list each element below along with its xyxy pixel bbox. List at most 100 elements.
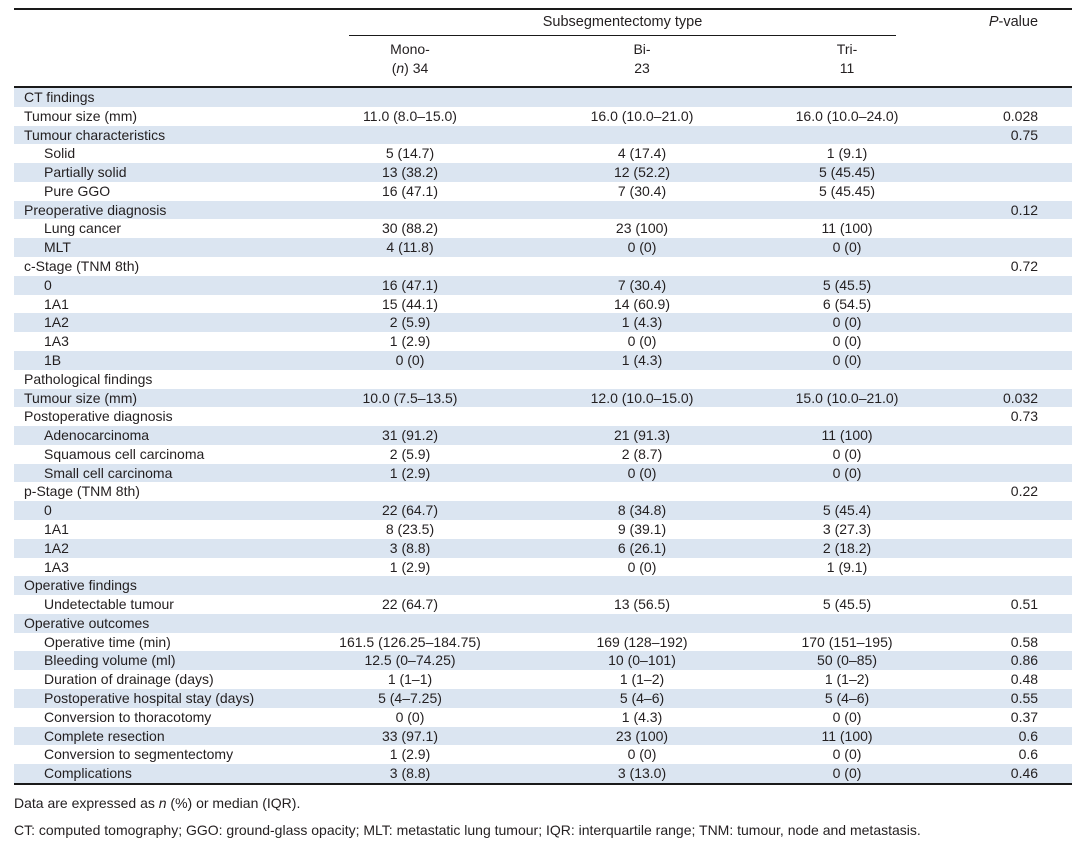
cell-bi: 3 (13.0) (617, 765, 667, 782)
cell-tri: 0 (0) (832, 239, 862, 256)
cell-pvalue: 0.75 (1010, 126, 1039, 143)
col-header-bi: Bi- 23 (516, 36, 768, 88)
cell-mono: 0 (0) (395, 708, 425, 725)
footnote-abbreviations: CT: computed tomography; GGO: ground-gla… (14, 821, 921, 838)
cell-tri: 0 (0) (832, 746, 862, 763)
cell-bi: 23 (100) (615, 727, 669, 744)
cell-bi: 6 (26.1) (617, 539, 667, 556)
table-row: Tumour size (mm) 10.0 (7.5–13.5) 12.0 (10.… (14, 388, 1073, 408)
row-label: Tumour size (mm) (24, 107, 138, 124)
table-row: Preoperative diagnosis 0.12 (14, 200, 1073, 220)
cell-pvalue (926, 558, 1072, 577)
cell-pvalue: 0.73 (1010, 408, 1039, 425)
cell-tri (768, 407, 926, 426)
cell-mono: 1 (1–1) (387, 671, 433, 688)
row-label: Complete resection (44, 727, 165, 744)
table-row: Duration of drainage (days) 1 (1–1) 1 (1–2… (14, 670, 1072, 689)
footnote-data-expression: Data are expressed as n (%) or median (I… (14, 794, 301, 811)
row-label: p-Stage (TNM 8th) (24, 483, 140, 500)
cell-pvalue: 0.22 (1010, 483, 1039, 500)
cell-mono (304, 126, 516, 145)
cell-tri: 0 (0) (832, 333, 862, 350)
table-row: Conversion to segmentectomy 1 (2.9) 0 (0) 0… (14, 745, 1072, 764)
cell-mono (304, 87, 516, 107)
p-value-header-italic: P (988, 14, 999, 30)
cell-tri: 5 (45.5) (822, 596, 872, 613)
cell-pvalue (926, 351, 1072, 370)
cell-mono: 1 (2.9) (389, 746, 431, 763)
cell-mono: 3 (8.8) (389, 765, 431, 782)
cell-mono (304, 407, 516, 426)
cell-pvalue (926, 87, 1072, 107)
table-row: Undetectable tumour 22 (64.7) 13 (56.5) 5 (… (14, 595, 1072, 614)
cell-pvalue (926, 520, 1072, 539)
cell-tri: 2 (18.2) (822, 539, 872, 556)
table-row: MLT 4 (11.8) 0 (0) 0 (0) (14, 238, 1073, 258)
cell-bi (516, 126, 768, 145)
cell-tri (768, 126, 926, 145)
cell-mono: 13 (38.2) (381, 164, 439, 181)
cell-pvalue (926, 313, 1072, 332)
cell-bi: 0 (0) (627, 333, 657, 350)
cell-bi: 1 (4.3) (621, 708, 663, 725)
header-spacer (926, 36, 1073, 88)
table-header: Subsegmentectomy type P-value Mono- (n) … (14, 9, 1073, 88)
row-label: Pure GGO (44, 182, 111, 199)
row-label: Pathological findings (24, 370, 153, 387)
table-row: 0 16 (47.1) 7 (30.4) 5 (45.5) (14, 275, 1073, 295)
cell-mono: 8 (23.5) (385, 520, 435, 537)
row-label: 1A2 (44, 539, 69, 556)
cell-mono: 0 (0) (395, 351, 425, 368)
cell-pvalue: 0.028 (1002, 107, 1039, 124)
table-row: Small cell carcinoma 1 (2.9) 0 (0) 0 (0) (14, 463, 1073, 483)
clinical-comparison-table: Subsegmentectomy type P-value Mono- (n) … (14, 8, 1073, 785)
row-label: Complications (44, 765, 132, 782)
table-row: 0 22 (64.7) 8 (34.8) 5 (45.4) (14, 501, 1073, 520)
cell-pvalue (926, 332, 1072, 351)
cell-pvalue: 0.6 (1018, 746, 1039, 763)
cell-mono: 31 (91.2) (381, 427, 439, 444)
cell-pvalue (926, 539, 1072, 558)
cell-mono (304, 482, 516, 501)
cell-tri (768, 576, 926, 595)
cell-tri (768, 201, 926, 220)
cell-pvalue: 0.6 (1018, 727, 1039, 744)
group-header-row: Subsegmentectomy type P-value (14, 9, 1072, 36)
row-label: 1A1 (44, 520, 69, 537)
cell-mono: 1 (2.9) (389, 558, 431, 575)
table-row: Operative time (min) 161.5 (126.25–184.75… (14, 633, 1072, 652)
cell-mono: 15 (44.1) (381, 295, 439, 312)
row-label: Tumour characteristics (24, 126, 166, 143)
row-label: Partially solid (44, 164, 127, 181)
cell-tri: 0 (0) (832, 765, 862, 782)
cell-tri (768, 614, 926, 633)
cell-bi: 2 (8.7) (621, 445, 663, 462)
row-label: CT findings (24, 89, 95, 105)
cell-mono: 4 (11.8) (386, 239, 434, 256)
row-label: c-Stage (TNM 8th) (24, 258, 140, 275)
cell-pvalue (926, 144, 1072, 163)
cell-bi (516, 87, 768, 107)
cell-tri: 11 (100) (821, 427, 873, 444)
cell-tri: 1 (1–2) (824, 671, 870, 688)
cell-tri: 0 (0) (832, 708, 862, 725)
cell-tri: 0 (0) (832, 445, 862, 462)
table-row: Solid 5 (14.7) 4 (17.4) 1 (9.1) (14, 144, 1072, 163)
cell-bi (516, 614, 768, 633)
row-label: Adenocarcinoma (44, 427, 150, 444)
cell-pvalue: 0.37 (1010, 708, 1039, 725)
table-row: 1A1 8 (23.5) 9 (39.1) 3 (27.3) (14, 520, 1072, 539)
cell-mono: 16 (47.1) (381, 182, 439, 199)
cell-mono: 10.0 (7.5–13.5) (362, 389, 458, 406)
row-label: 1A1 (44, 295, 69, 312)
cell-pvalue (926, 464, 1072, 483)
cell-mono: 22 (64.7) (381, 502, 439, 519)
cell-pvalue: 0.86 (1010, 652, 1039, 669)
cell-mono: 33 (97.1) (381, 727, 439, 744)
row-label: MLT (44, 239, 71, 256)
p-value-header: P-value (926, 9, 1072, 36)
cell-tri: 1 (9.1) (826, 558, 868, 575)
row-label: Postoperative hospital stay (days) (44, 690, 255, 706)
table-row: Bleeding volume (ml) 12.5 (0–74.25) 10 (0–… (14, 651, 1073, 671)
cell-bi (516, 370, 768, 389)
